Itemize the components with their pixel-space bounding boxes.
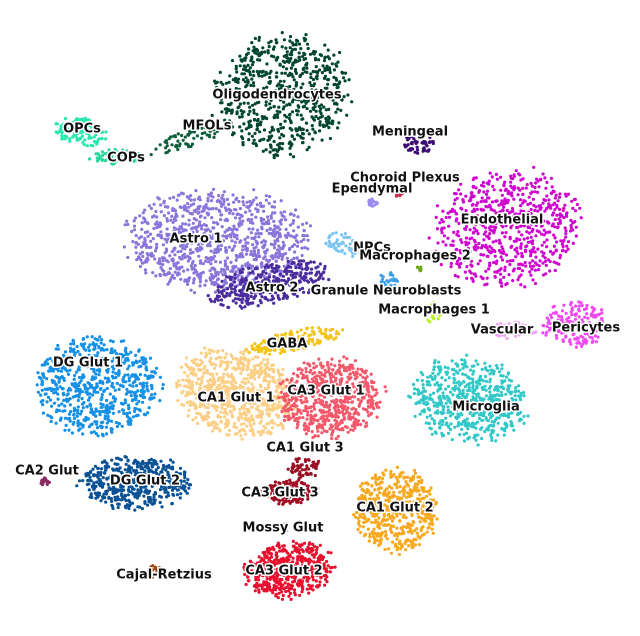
label-oligodendrocytes: Oligodendrocytes [212,88,341,103]
cluster-gaba [244,326,345,356]
cluster-granule-neuroblasts [379,271,399,291]
label-npcs: NPCs [353,241,391,256]
cluster-labels: Oligodendrocytes OPCs MFOLs COPs Meningeal Ch… [14,86,622,584]
label-vascular: Vascular [471,323,534,338]
label-ca1-glut-2: CA1 Glut 2 [356,501,433,516]
label-dg-glut-2: DG Glut 2 [110,474,180,489]
cluster-ependymal [367,197,379,208]
label-ca2-glut: CA2 Glut [15,464,79,479]
cluster-ca3-glut-2 [242,539,337,602]
label-ca3-glut-2: CA3 Glut 2 [245,564,322,579]
label-astro-1: Astro 1 [170,232,223,247]
cluster-mfols [149,124,222,157]
cluster-meningeal [403,133,435,155]
label-ca1-glut-1: CA1 Glut 1 [197,391,274,406]
label-mfols: MFOLs [183,119,232,134]
cluster-endothelial [427,165,583,289]
cluster-mossy-glut [281,521,289,533]
label-ca3-glut-3: CA3 Glut 3 [241,486,318,501]
cluster-oligodendrocytes [210,30,354,160]
cluster-points [35,30,610,602]
cluster-choroid-plexus [394,189,405,198]
cluster-ca2-glut [39,476,52,487]
cluster-ca1-glut-2 [352,465,439,557]
label-ca1-glut-3: CA1 Glut 3 [266,441,343,456]
cluster-ca3-glut-1 [277,355,388,443]
label-choroid-plexus: Choroid Plexus [350,171,460,186]
cluster-cajal-retzius [147,564,162,579]
label-cops: COPs [107,151,145,166]
cluster-vascular [481,320,538,341]
label-opcs: OPCs [63,122,101,137]
cluster-cops [88,148,145,166]
cluster-macrophages-2 [415,265,423,273]
label-ca3-glut-1: CA3 Glut 1 [287,384,364,399]
label-pericytes: Pericytes [552,321,620,336]
label-ependymal: Ependymal [332,182,413,197]
label-macrophages-2: Macrophages 2 [359,249,471,264]
cluster-microglia [407,353,530,447]
label-meningeal: Meningeal [372,125,448,140]
label-granule-neuroblasts: Granule Neuroblasts [311,284,462,299]
label-astro-2: Astro 2 [246,281,299,296]
cluster-ca1-glut-3 [286,457,321,480]
label-mossy-glut: Mossy Glut [243,521,324,536]
cluster-opcs [54,116,108,148]
cluster-ca1-glut-1 [175,346,297,441]
cluster-dg-glut-2 [75,455,193,512]
label-dg-glut-1: DG Glut 1 [53,356,123,371]
cluster-astro-2 [206,259,331,310]
label-macrophages-1: Macrophages 1 [378,303,490,318]
cluster-dg-glut-1 [35,335,165,438]
cluster-ca3-glut-3 [260,478,320,506]
label-gaba: GABA [267,337,308,352]
label-endothelial: Endothelial [461,213,544,228]
cluster-pericytes [541,300,610,349]
cluster-macrophages-1 [422,301,445,324]
label-cajal-retzius: Cajal-Retzius [116,568,212,583]
label-microglia: Microglia [452,400,519,415]
cluster-npcs [324,231,367,258]
